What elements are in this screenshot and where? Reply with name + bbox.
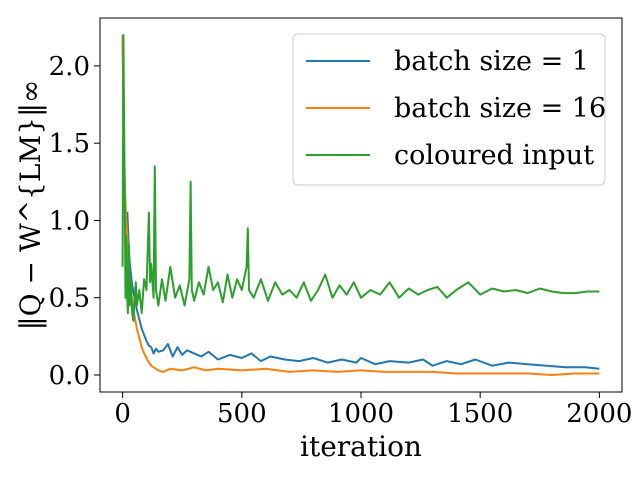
x-tick-label: 0	[114, 399, 131, 429]
x-tick-label: 1500	[447, 399, 513, 429]
legend-label-2: batch size = 16	[394, 93, 606, 124]
y-tick-label: 0.0	[49, 361, 90, 391]
x-axis-label: iteration	[300, 430, 422, 463]
x-tick-label: 500	[217, 399, 267, 429]
x-axis-ticks: 0 500 1000 1500 2000	[114, 392, 632, 429]
y-tick-label: 2.0	[49, 52, 90, 82]
series-line-3	[121, 34, 600, 322]
x-tick-label: 2000	[566, 399, 632, 429]
series-line-1	[121, 34, 600, 370]
legend-label-1: batch size = 1	[394, 46, 589, 77]
y-axis-label: ‖Q − W^{LM}‖∞	[14, 80, 47, 331]
legend-box	[292, 33, 606, 186]
y-tick-label: 0.5	[49, 284, 90, 314]
y-axis-ticks: 0.0 0.5 1.0 1.5 2.0	[49, 52, 100, 391]
series-layer	[121, 34, 600, 376]
y-tick-label: 1.0	[49, 206, 90, 236]
x-tick-label: 1000	[328, 399, 394, 429]
y-tick-label: 1.5	[49, 129, 90, 159]
legend: batch size = 1 batch size = 16 coloured in…	[292, 33, 606, 186]
legend-label-3: coloured input	[394, 140, 594, 171]
